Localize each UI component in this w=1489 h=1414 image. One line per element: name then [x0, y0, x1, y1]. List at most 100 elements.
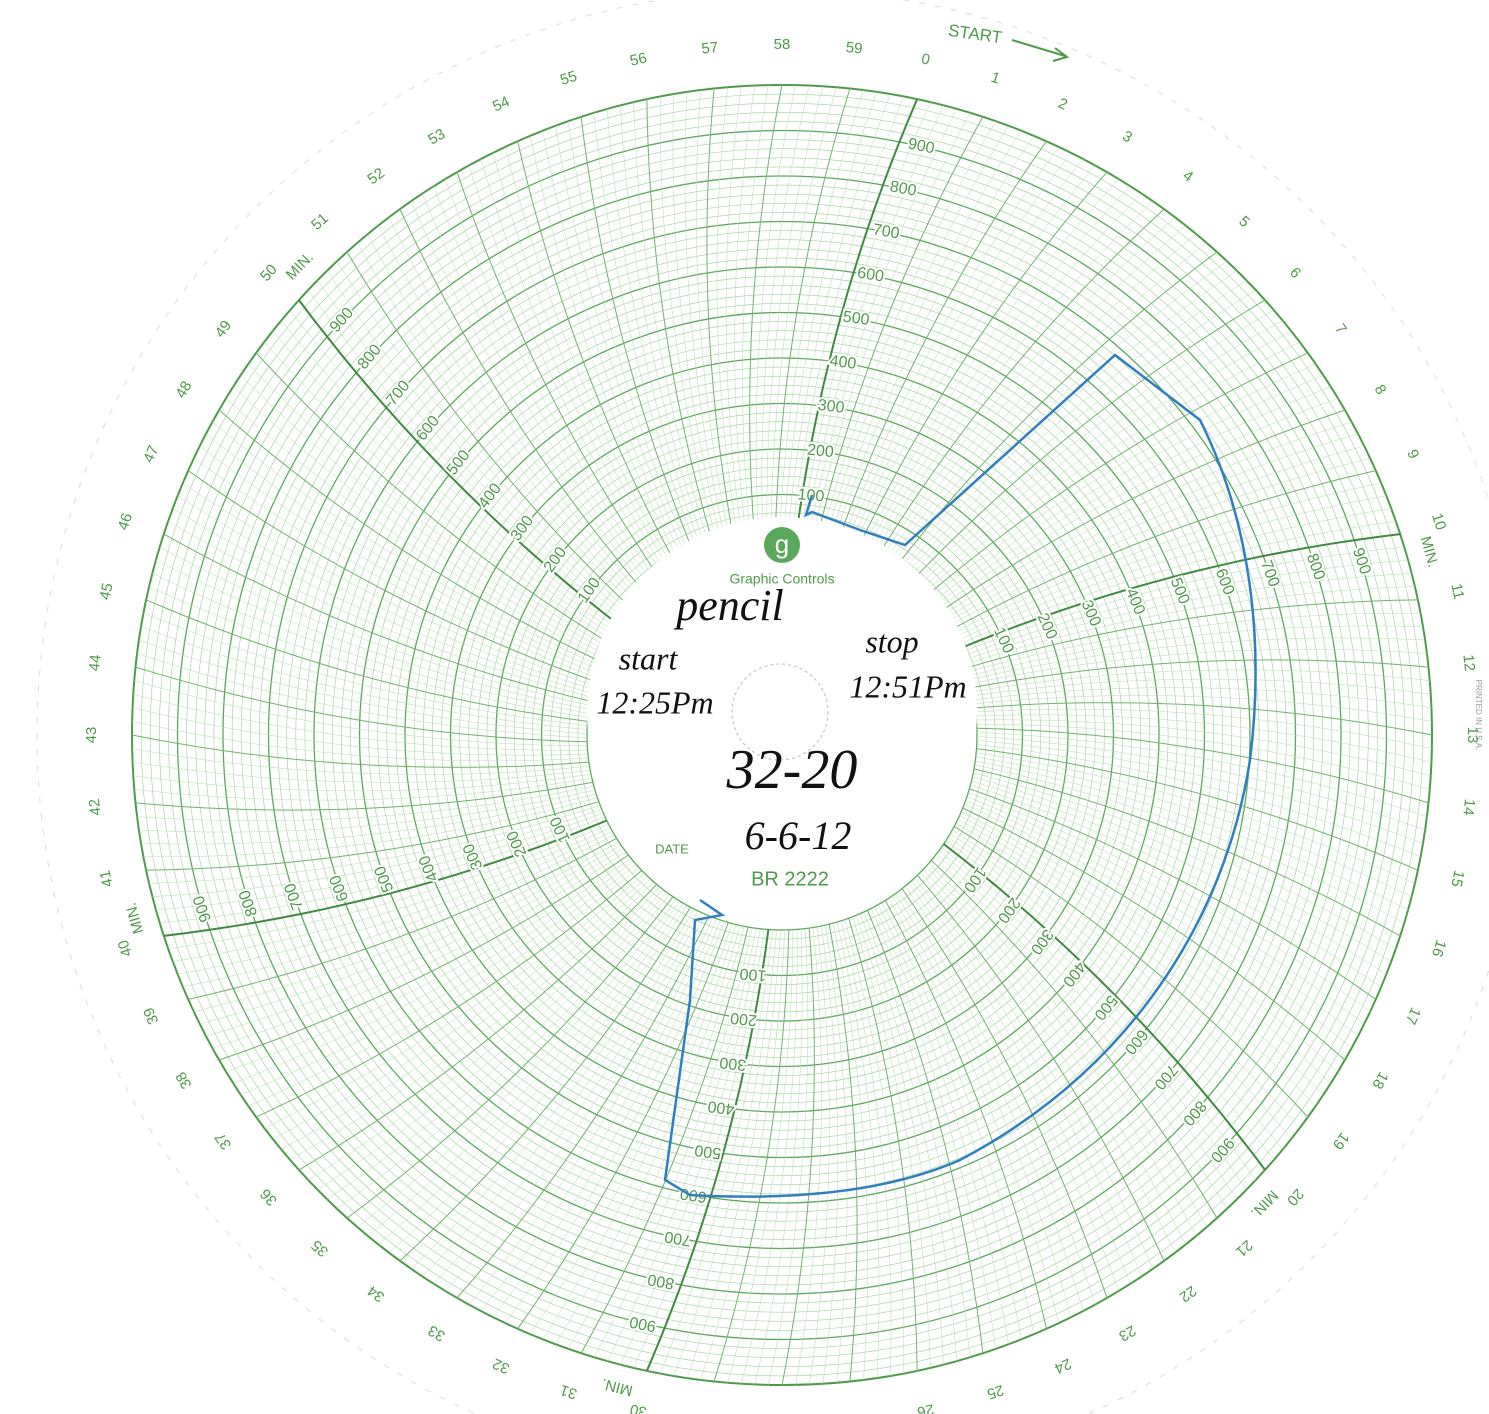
- hub: [587, 517, 977, 907]
- time-line: [716, 87, 740, 545]
- time-line: [133, 693, 588, 751]
- time-line: [132, 748, 590, 775]
- handwritten-stop: stop: [865, 623, 918, 659]
- time-line: [949, 482, 1382, 636]
- time-line: [298, 884, 658, 1171]
- minute-label: 29: [701, 1412, 719, 1414]
- time-line: [433, 186, 656, 587]
- time-line: [456, 915, 710, 1299]
- time-line: [862, 186, 1131, 558]
- time-line: [768, 928, 809, 1385]
- minute-label: 3: [1119, 127, 1135, 146]
- time-line: [133, 773, 592, 792]
- scale-label: 400: [1122, 586, 1148, 617]
- time-line: [134, 777, 592, 801]
- scale-label: 900: [628, 1313, 658, 1335]
- ring: [158, 111, 1406, 1359]
- time-line: [799, 102, 931, 541]
- minute-label: 58: [774, 36, 791, 53]
- minute-label: 39: [140, 1005, 162, 1027]
- ring: [240, 193, 1324, 1277]
- time-line: [923, 869, 1186, 1245]
- time-line: [633, 102, 712, 554]
- scale-label: 100: [739, 964, 767, 983]
- time-line: [134, 680, 588, 747]
- minute-label: 46: [115, 511, 136, 532]
- time-line: [143, 797, 598, 858]
- scale-label: 800: [236, 888, 261, 919]
- time-line: [159, 546, 590, 706]
- time-line: [606, 928, 757, 1362]
- time-line: [218, 409, 602, 663]
- time-line: [870, 908, 997, 1349]
- time-line: [542, 924, 737, 1340]
- time-line: [149, 586, 588, 718]
- time-line: [307, 289, 623, 623]
- ring: [204, 157, 1360, 1313]
- scale-label: 200: [1034, 611, 1061, 642]
- minute-label: 56: [628, 50, 648, 70]
- time-line: [931, 859, 1218, 1219]
- time-line: [700, 929, 785, 1380]
- time-line: [919, 341, 1300, 597]
- minute-label: 11: [1447, 582, 1467, 601]
- time-line: [168, 520, 591, 698]
- time-line: [874, 906, 1009, 1345]
- time-line: [336, 261, 631, 613]
- minute-label: 24: [1052, 1355, 1074, 1377]
- time-line: [168, 823, 609, 950]
- time-line: [819, 121, 997, 544]
- time-line: [943, 843, 1266, 1171]
- scale-label: 300: [1078, 598, 1104, 629]
- date-label: DATE: [655, 841, 689, 856]
- handwritten-title: pencil: [673, 581, 784, 630]
- time-line: [152, 573, 589, 714]
- ring: [186, 139, 1378, 1331]
- time-line: [973, 687, 1432, 709]
- time-line: [182, 834, 615, 988]
- ring: [322, 275, 1242, 1195]
- time-line: [182, 482, 594, 686]
- scale-label: 200: [541, 544, 570, 576]
- time-line: [781, 928, 815, 1386]
- time-line: [884, 900, 1047, 1329]
- scale-label: 400: [416, 853, 442, 884]
- time-line: [881, 902, 1035, 1335]
- time-line: [976, 719, 1431, 777]
- time-line: [920, 872, 1176, 1253]
- time-line: [955, 520, 1396, 647]
- time-line: [308, 886, 660, 1181]
- time-line: [839, 146, 1060, 549]
- time-line: [255, 870, 643, 1118]
- minute-label: 9: [1403, 447, 1422, 462]
- time-line: [965, 599, 1418, 669]
- ring: [195, 148, 1369, 1322]
- time-line: [225, 857, 632, 1072]
- time-line: [911, 880, 1142, 1277]
- time-line: [240, 864, 637, 1095]
- time-line: [517, 922, 729, 1330]
- minute-label: 18: [1369, 1069, 1392, 1092]
- time-line: [873, 208, 1165, 564]
- scale-label: 200: [729, 1009, 757, 1029]
- ring: [295, 248, 1269, 1222]
- minute-label: 14: [1459, 798, 1478, 816]
- time-line: [957, 819, 1324, 1095]
- time-line: [138, 789, 595, 833]
- time-line: [298, 299, 621, 627]
- time-line: [832, 923, 868, 1380]
- minute-label: 26: [916, 1400, 936, 1414]
- time-line: [212, 851, 627, 1049]
- time-line: [904, 289, 1256, 584]
- minute-label: 21: [1232, 1236, 1256, 1260]
- time-line: [367, 900, 681, 1236]
- scale-label: 300: [817, 397, 846, 417]
- time-line: [938, 850, 1247, 1190]
- time-line: [163, 819, 608, 937]
- time-line: [696, 90, 732, 547]
- time-line: [686, 929, 781, 1379]
- ring: [176, 129, 1388, 1341]
- time-line: [567, 121, 694, 562]
- minute-label: 45: [97, 581, 117, 601]
- ring: [395, 348, 1169, 1122]
